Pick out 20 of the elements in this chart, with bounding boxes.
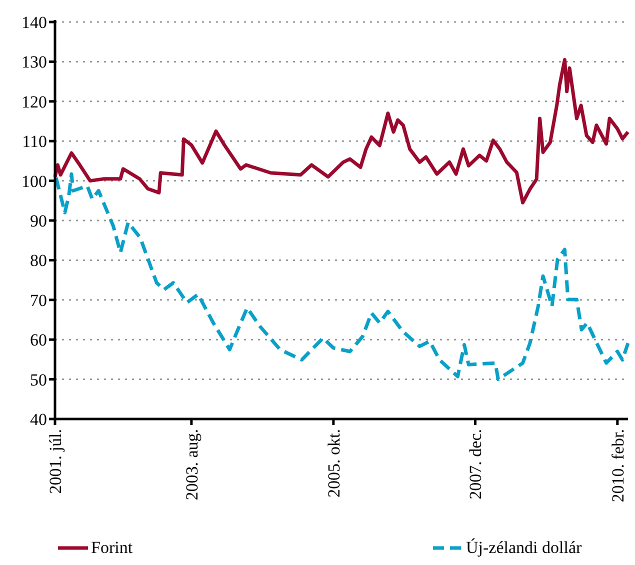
y-tick-label: 110 bbox=[22, 132, 47, 152]
x-tick-label: 2001. júl. bbox=[46, 429, 65, 494]
y-tick-label: 130 bbox=[22, 52, 47, 72]
line-series bbox=[53, 58, 630, 204]
legend-label: Új-zélandi dollár bbox=[466, 538, 582, 557]
legend-label: Forint bbox=[91, 538, 133, 557]
y-tick-label: 60 bbox=[30, 330, 47, 350]
y-tick-label: 70 bbox=[30, 290, 47, 310]
y-tick-label: 120 bbox=[22, 92, 47, 112]
y-tick-label: 40 bbox=[30, 410, 47, 429]
y-tick-label: 140 bbox=[22, 12, 47, 32]
x-tick-label: 2005. okt. bbox=[324, 429, 344, 498]
line-series bbox=[54, 172, 630, 382]
x-tick-label: 2003. aug. bbox=[182, 429, 202, 500]
y-tick-label: 100 bbox=[22, 172, 47, 191]
x-tick-label: 2010. febr. bbox=[608, 429, 628, 502]
x-tick-label: 2007. dec. bbox=[466, 429, 486, 500]
y-tick-label: 80 bbox=[30, 251, 47, 270]
y-tick-label: 50 bbox=[30, 370, 47, 390]
y-tick-label: 90 bbox=[30, 211, 47, 230]
